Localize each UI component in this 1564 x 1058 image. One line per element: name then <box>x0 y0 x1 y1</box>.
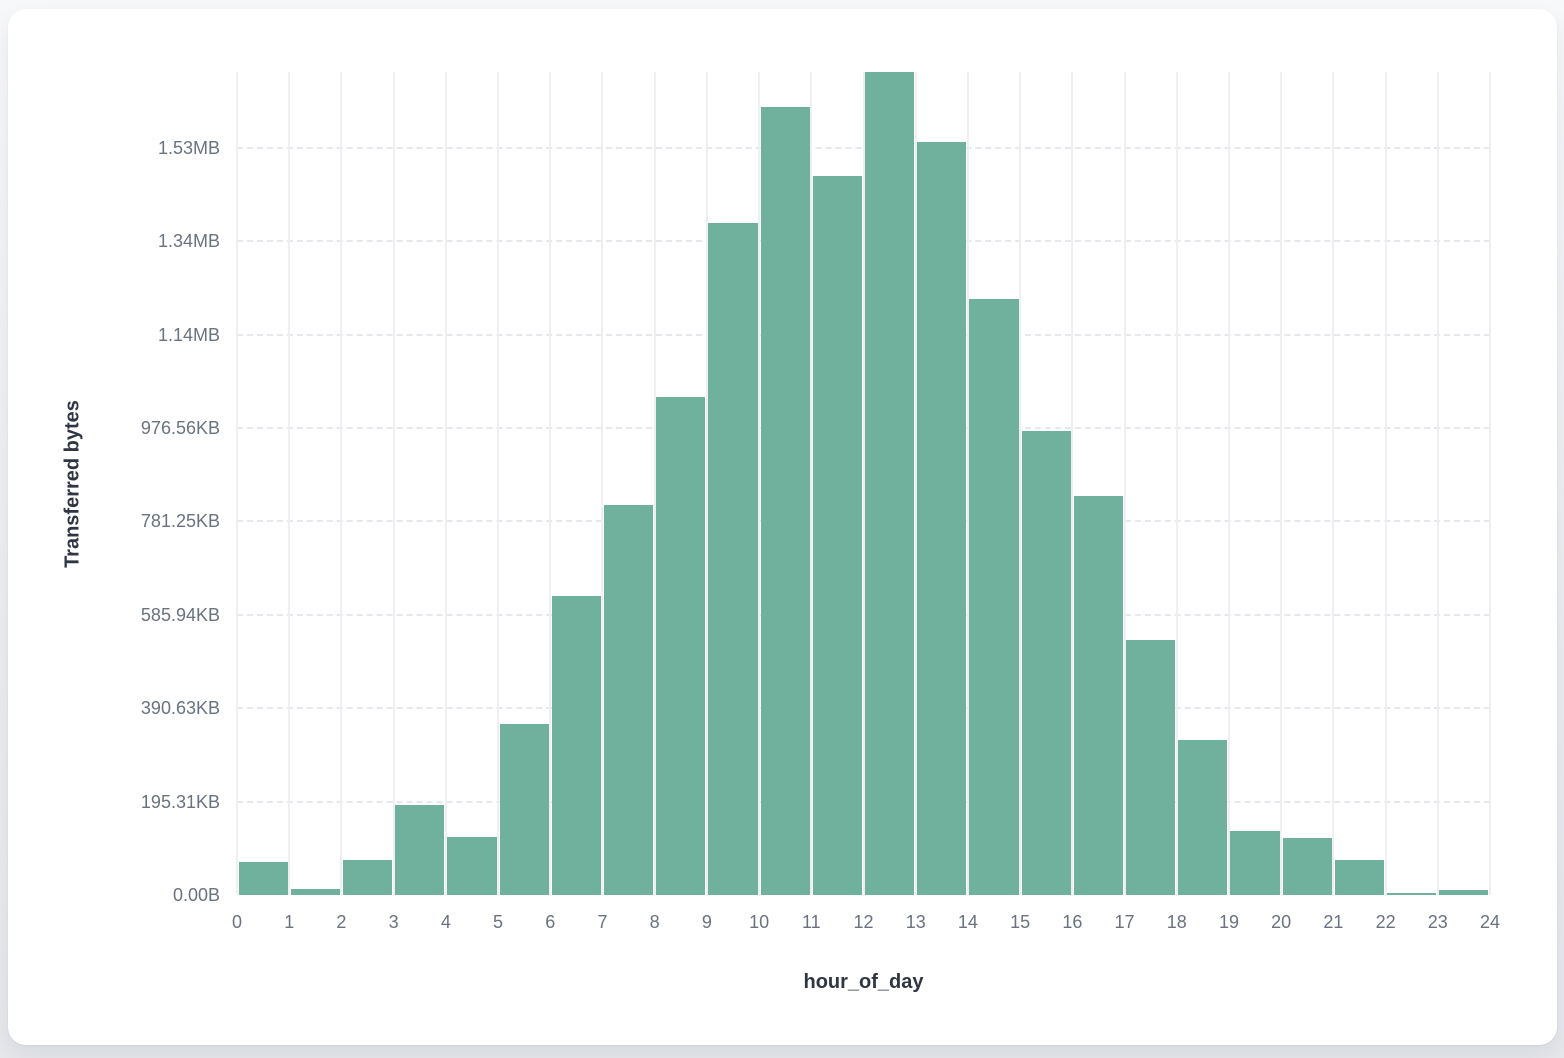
y-tick-label: 1.34MB <box>157 231 220 252</box>
histogram-bar-hour-3 <box>395 804 445 895</box>
histogram-bar-hour-9 <box>708 222 758 895</box>
y-tick-label: 585.94KB <box>140 604 220 625</box>
x-tick-label: 16 <box>1062 912 1083 932</box>
x-tick-label: 1 <box>284 912 295 932</box>
histogram-bar-hour-20 <box>1282 838 1332 895</box>
y-axis-tick-labels: 0.00B 195.31KB 390.63KB 585.94KB 781.25KB 976… <box>0 72 220 905</box>
histogram-bar-hour-18 <box>1178 740 1228 895</box>
x-tick-label: 9 <box>701 912 712 932</box>
x-tick-label: 7 <box>597 912 608 932</box>
gridline-vertical <box>1227 72 1230 895</box>
histogram-bar-hour-0 <box>238 862 288 895</box>
y-tick-label: 195.31KB <box>140 791 220 812</box>
gridline-vertical <box>549 72 552 895</box>
histogram-bar-hour-10 <box>760 107 810 895</box>
histogram-bar-hour-23 <box>1439 890 1489 895</box>
gridline-vertical <box>1280 72 1283 895</box>
histogram-bar-hour-2 <box>342 859 393 895</box>
gridline-vertical <box>1489 72 1491 895</box>
x-tick-label: 24 <box>1479 912 1501 932</box>
y-tick-label: 1.14MB <box>157 324 220 345</box>
histogram-bar-hour-12 <box>865 72 915 895</box>
gridline-vertical <box>1332 72 1335 895</box>
x-tick-label: 18 <box>1166 912 1187 932</box>
gridline-vertical <box>1175 72 1178 895</box>
histogram-bar-hour-13 <box>917 142 967 895</box>
gridline-vertical <box>758 72 761 895</box>
y-tick-label: 1.53MB <box>157 137 220 158</box>
gridline-vertical <box>966 72 969 895</box>
x-tick-label: 14 <box>957 912 978 932</box>
x-tick-label: 22 <box>1375 912 1396 932</box>
gridline-vertical <box>340 72 343 895</box>
x-axis-title: hour_of_day <box>803 971 924 993</box>
gridline-vertical <box>497 72 500 895</box>
x-tick-label: 23 <box>1427 912 1448 932</box>
histogram-bar-hour-17 <box>1126 640 1176 895</box>
x-tick-label: 6 <box>545 912 556 932</box>
x-axis-tick-labels: 0 1 2 3 4 5 6 7 8 9 10 11 12 13 14 15 16 17 18 19 20 21 22 23 24 <box>0 911 1564 941</box>
gridline-vertical <box>1436 72 1439 895</box>
x-tick-label: 3 <box>388 912 399 932</box>
gridline-vertical <box>236 72 238 895</box>
x-tick-label: 2 <box>336 912 347 932</box>
gridline-vertical <box>392 72 395 895</box>
x-tick-label: 13 <box>905 912 926 932</box>
gridline-vertical <box>1384 72 1387 895</box>
histogram-bar-hour-5 <box>499 724 549 895</box>
x-tick-label: 20 <box>1271 912 1292 932</box>
gridline-vertical <box>810 72 813 895</box>
y-tick-label: 0.00B <box>172 885 220 905</box>
y-tick-label: 390.63KB <box>140 698 220 719</box>
plot-area <box>236 72 1491 895</box>
x-tick-label: 12 <box>853 912 874 932</box>
x-tick-label: 10 <box>749 912 770 932</box>
x-tick-label: 5 <box>493 912 504 932</box>
y-tick-label: 781.25KB <box>140 511 220 532</box>
gridline-vertical <box>705 72 708 895</box>
x-tick-label: 17 <box>1114 912 1135 932</box>
histogram-bar-hour-11 <box>812 176 862 895</box>
x-tick-label: 11 <box>801 912 821 932</box>
gridline-vertical <box>1123 72 1126 895</box>
histogram-bar-hour-15 <box>1021 431 1071 895</box>
x-tick-label: 21 <box>1323 912 1344 932</box>
histogram-bar-hour-16 <box>1073 496 1124 895</box>
gridline-vertical <box>601 72 604 895</box>
x-tick-label: 15 <box>1010 912 1031 932</box>
gridline-vertical <box>653 72 656 895</box>
histogram-bar-hour-19 <box>1230 831 1280 895</box>
y-tick-label: 976.56KB <box>140 417 220 438</box>
gridline-vertical <box>914 72 917 895</box>
histogram-bar-hour-21 <box>1334 860 1385 895</box>
gridline-vertical <box>444 72 447 895</box>
gridline-vertical <box>288 72 291 895</box>
histogram-bar-hour-4 <box>447 837 497 895</box>
gridline-vertical <box>1019 72 1022 895</box>
histogram-bar-hour-6 <box>551 596 601 895</box>
histogram-bar-hour-14 <box>969 298 1019 895</box>
histogram-bar-hour-22 <box>1387 893 1437 895</box>
histogram-bar-hour-8 <box>656 397 706 895</box>
x-tick-label: 19 <box>1218 912 1239 932</box>
histogram-bar-hour-1 <box>290 888 340 895</box>
histogram-bar-hour-7 <box>603 504 654 895</box>
gridline-vertical <box>1071 72 1074 895</box>
gridline-vertical <box>862 72 865 895</box>
x-tick-label: 4 <box>440 912 451 932</box>
x-tick-label: 0 <box>231 912 242 932</box>
x-tick-label: 8 <box>649 912 660 932</box>
